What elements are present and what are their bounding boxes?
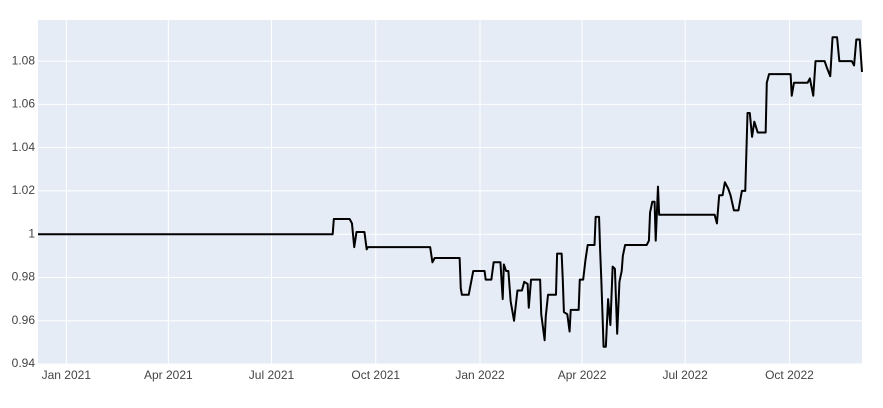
y-tick-label: 0.94 — [12, 356, 36, 370]
x-tick-label: Jul 2021 — [249, 368, 295, 382]
y-tick-label: 1.08 — [12, 53, 36, 67]
x-tick-label: Apr 2022 — [558, 368, 607, 382]
plot-background — [38, 20, 862, 364]
y-tick-label: 1.06 — [12, 97, 36, 111]
data-line — [38, 36, 863, 348]
y-tick-label: 1.04 — [12, 140, 36, 154]
x-tick-label: Apr 2021 — [144, 368, 193, 382]
y-tick-label: 0.98 — [12, 270, 36, 284]
y-tick-label: 1 — [28, 226, 35, 240]
x-tick-label: Jan 2022 — [455, 368, 505, 382]
y-tick-label: 1.02 — [12, 183, 36, 197]
x-tick-label: Oct 2021 — [351, 368, 400, 382]
x-tick-label: Oct 2022 — [765, 368, 814, 382]
y-tick-label: 0.96 — [12, 313, 36, 327]
x-tick-label: Jan 2021 — [42, 368, 92, 382]
x-tick-label: Jul 2022 — [662, 368, 708, 382]
